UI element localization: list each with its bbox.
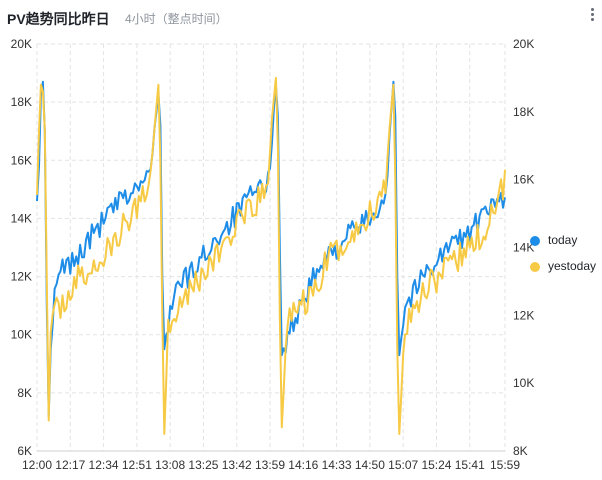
y-tick-right: 14K (513, 241, 534, 255)
x-tick-label: 14:33 (322, 458, 352, 472)
legend-dot-yestoday (530, 262, 540, 272)
y-tick-left: 18K (11, 95, 32, 109)
y-tick-left: 14K (11, 211, 32, 225)
y-tick-left: 10K (11, 328, 32, 342)
x-tick-label: 13:08 (155, 458, 185, 472)
y-tick-left: 12K (11, 270, 32, 284)
x-tick-label: 14:16 (288, 458, 318, 472)
y-tick-right: 10K (513, 376, 534, 390)
x-tick-label: 15:24 (421, 458, 451, 472)
chart-subtitle: 4小时（整点时间） (125, 12, 228, 26)
y-tick-right: 18K (513, 105, 534, 119)
x-tick-label: 14:50 (355, 458, 385, 472)
x-tick-label: 15:41 (455, 458, 485, 472)
chart-header: PV趋势同比昨日 4小时（整点时间） (0, 0, 602, 34)
legend-label-today: today (548, 233, 578, 247)
y-tick-left: 6K (17, 444, 32, 458)
x-tick-label: 13:42 (222, 458, 252, 472)
legend-dot-today (530, 236, 540, 246)
y-tick-left: 20K (11, 37, 32, 51)
x-tick-label: 12:34 (89, 458, 119, 472)
x-tick-label: 15:07 (388, 458, 418, 472)
y-tick-right: 20K (513, 37, 534, 51)
y-tick-right: 16K (513, 173, 534, 187)
x-tick-label: 12:17 (55, 458, 85, 472)
x-tick-label: 12:51 (122, 458, 152, 472)
y-tick-right: 12K (513, 308, 534, 322)
x-tick-label: 13:59 (255, 458, 285, 472)
y-tick-right: 8K (513, 444, 528, 458)
series-line-yestoday (36, 76, 506, 435)
x-tick-label: 13:25 (188, 458, 218, 472)
series-line-today (36, 80, 506, 418)
x-tick-label: 12:00 (22, 458, 52, 472)
legend-label-yestoday: yestoday (548, 259, 597, 273)
chart-title: PV趋势同比昨日 (7, 11, 110, 27)
y-tick-left: 8K (17, 386, 32, 400)
more-vertical-icon[interactable] (586, 6, 598, 26)
x-tick-label: 15:59 (490, 458, 520, 472)
y-tick-left: 16K (11, 153, 32, 167)
